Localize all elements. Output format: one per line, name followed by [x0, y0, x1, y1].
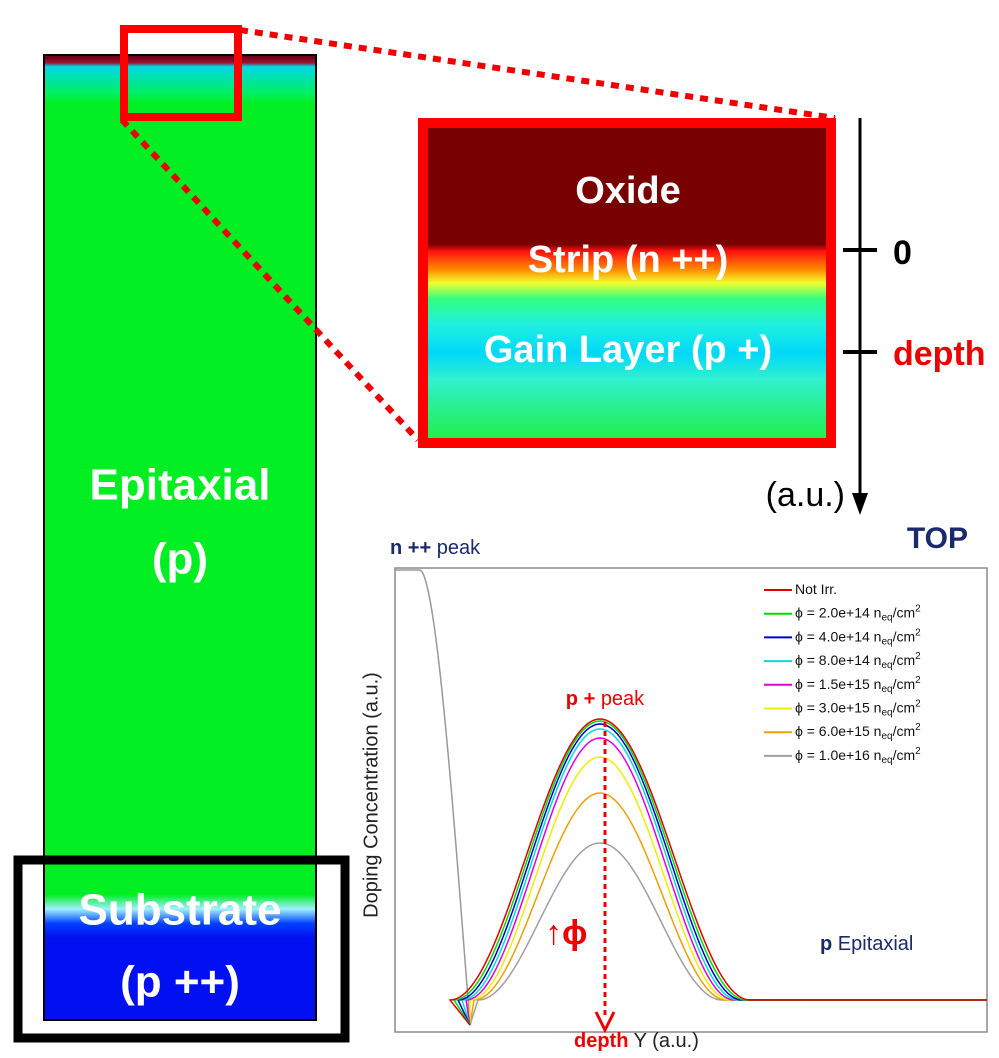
legend-sub: eq	[881, 683, 892, 694]
legend-sup: 2	[915, 651, 921, 662]
legend-sub: eq	[881, 755, 892, 766]
legend-sup: 2	[915, 674, 921, 685]
legend-unit: /cm	[893, 604, 916, 620]
legend-label: Not Irr.	[795, 581, 837, 597]
legend-sub: eq	[881, 612, 892, 623]
legend-label: ϕ = 4.0e+14 neq/cm2	[795, 627, 921, 647]
legend-text: ϕ = 1.5e+15 n	[795, 676, 881, 692]
legend-unit: /cm	[893, 747, 916, 763]
legend-sub: eq	[881, 731, 892, 742]
axis-unit: (a.u.)	[766, 476, 845, 514]
annotation-bold: p +	[566, 688, 595, 710]
fluence-label: ↑ϕ	[545, 914, 587, 952]
region-label: (p ++)	[120, 958, 240, 1007]
legend-text: ϕ = 6.0e+15 n	[795, 723, 881, 739]
layer-label: Gain Layer (p +)	[484, 329, 772, 371]
annotation-bold: p	[820, 933, 832, 955]
legend-text: ϕ = 8.0e+14 n	[795, 652, 881, 668]
legend-sub: eq	[881, 660, 892, 671]
legend-sub: eq	[881, 707, 892, 718]
legend-sup: 2	[915, 722, 921, 733]
legend-unit: /cm	[893, 652, 916, 668]
x-label-depth: depth	[574, 1030, 628, 1052]
axis-label: 0	[893, 234, 912, 272]
region-label: (p)	[152, 535, 208, 584]
top-label: TOP	[907, 522, 968, 555]
annotation-text: peak	[437, 537, 481, 559]
annotation-text: Epitaxial	[838, 933, 914, 955]
legend-label: ϕ = 8.0e+14 neq/cm2	[795, 651, 921, 671]
annotation-text: peak	[601, 688, 645, 710]
legend-text: ϕ = 2.0e+14 n	[795, 604, 881, 620]
legend-label: ϕ = 3.0e+15 neq/cm2	[795, 698, 921, 718]
legend-sup: 2	[915, 603, 921, 614]
y-axis-label: Doping Concentration (a.u.)	[360, 672, 382, 918]
legend-sup: 2	[915, 698, 921, 709]
region-label: Substrate	[79, 886, 282, 935]
axis-arrow	[852, 493, 868, 515]
legend-label: ϕ = 2.0e+14 neq/cm2	[795, 603, 921, 623]
region-label: Epitaxial	[90, 461, 271, 510]
layer-label: Oxide	[575, 170, 681, 212]
legend-sup: 2	[915, 746, 921, 757]
x-axis-label: depth Y (a.u.)	[574, 1030, 699, 1052]
legend-label: ϕ = 1.0e+16 neq/cm2	[795, 746, 921, 766]
figure: Epitaxial (p) Substrate (p ++) Oxide Str…	[0, 0, 999, 1058]
annotation: p Epitaxial	[820, 933, 913, 955]
zoom-line	[240, 30, 835, 118]
legend-text: ϕ = 1.0e+16 n	[795, 747, 881, 763]
legend-text: ϕ = 3.0e+15 n	[795, 699, 881, 715]
annotation: p + peak	[566, 688, 645, 710]
legend-sup: 2	[915, 627, 921, 638]
legend-unit: /cm	[893, 676, 916, 692]
x-label-text: Y (a.u.)	[634, 1030, 699, 1052]
legend-label: ϕ = 6.0e+15 neq/cm2	[795, 722, 921, 742]
annotation: n ++ peak	[390, 537, 481, 559]
annotation-bold: n ++	[390, 537, 431, 559]
legend-label: ϕ = 1.5e+15 neq/cm2	[795, 674, 921, 694]
legend-sub: eq	[881, 636, 892, 647]
axis-label: depth	[893, 335, 986, 373]
legend-text: Not Irr.	[795, 581, 837, 597]
layer-label: Strip (n ++)	[528, 239, 729, 281]
legend-text: ϕ = 4.0e+14 n	[795, 628, 881, 644]
legend-unit: /cm	[893, 723, 916, 739]
legend-unit: /cm	[893, 628, 916, 644]
legend-unit: /cm	[893, 699, 916, 715]
